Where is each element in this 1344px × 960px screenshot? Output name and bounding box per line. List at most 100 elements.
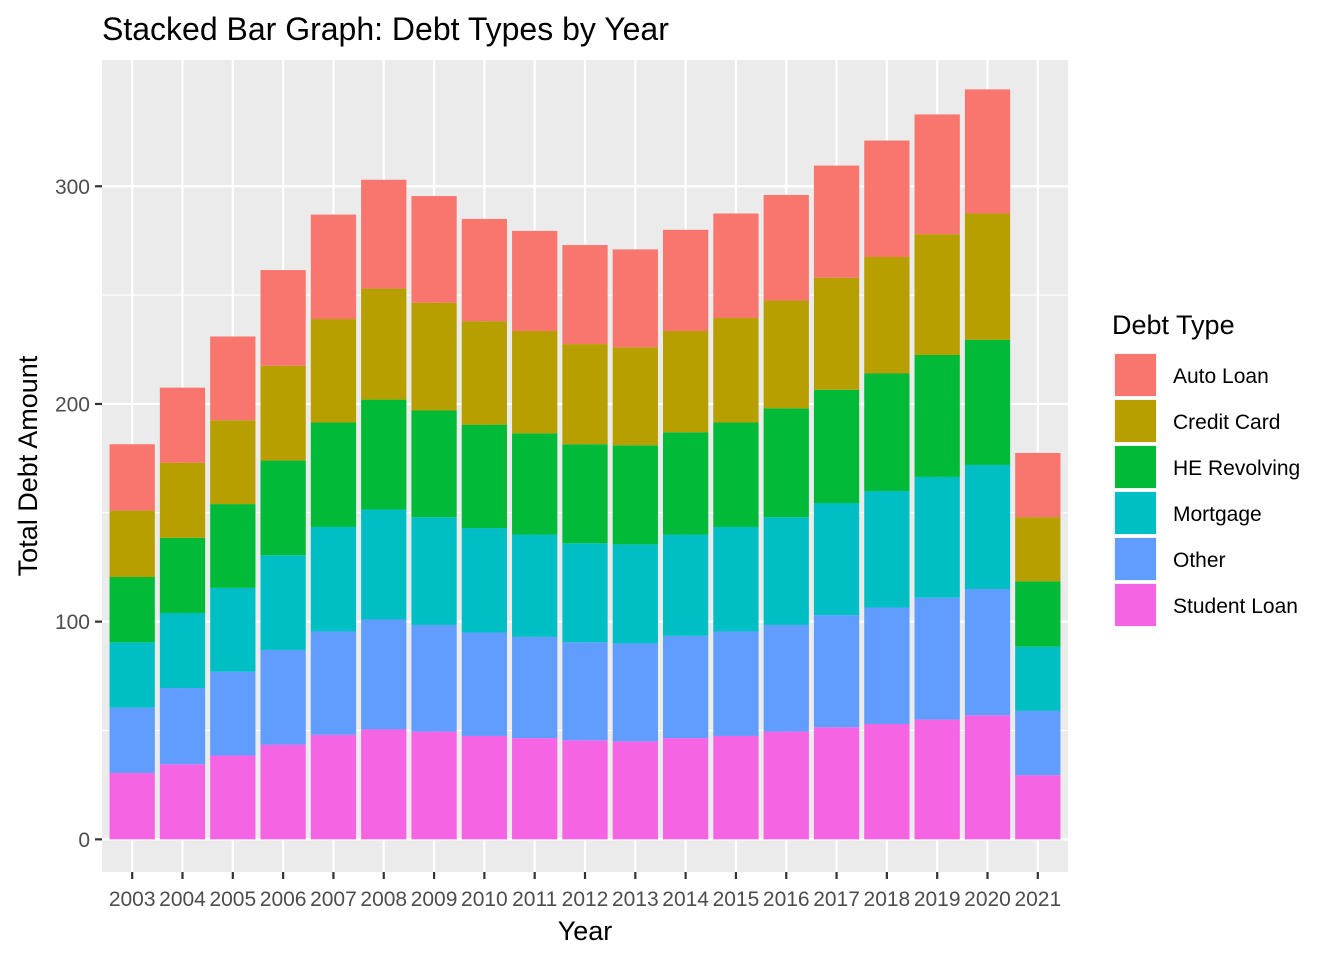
bar-mortgage-2015 — [713, 526, 759, 632]
bar-auto-loan-2021 — [1015, 452, 1061, 518]
legend-item-auto-loan: Auto Loan — [1113, 353, 1269, 397]
bar-credit-card-2010 — [461, 321, 508, 425]
bar-credit-card-2017 — [813, 277, 860, 390]
bar-student-loan-2021 — [1015, 775, 1061, 840]
bar-he-revolving-2017 — [813, 389, 860, 504]
x-tick-label-2013: 2013 — [612, 888, 659, 911]
bar-credit-card-2006 — [260, 365, 306, 461]
x-axis: 2003 2004 2005 2006 2007 2008 2009 2010 2011 2012… — [109, 872, 1061, 911]
y-axis-title: Total Debt Amount — [13, 355, 43, 576]
bar-mortgage-2021 — [1015, 646, 1061, 711]
bar-he-revolving-2009 — [411, 410, 457, 518]
bar-he-revolving-2003 — [109, 577, 155, 643]
bar-credit-card-2021 — [1015, 517, 1061, 582]
bar-mortgage-2003 — [109, 642, 155, 708]
legend-swatch-credit-card — [1115, 400, 1156, 442]
bar-mortgage-2016 — [763, 517, 809, 625]
x-tick-label-2007: 2007 — [310, 888, 357, 911]
bar-other-2011 — [512, 636, 558, 739]
bar-he-revolving-2012 — [562, 444, 608, 544]
bar-mortgage-2006 — [260, 555, 306, 650]
legend-title: Debt Type — [1112, 310, 1235, 340]
bar-other-2005 — [210, 671, 256, 756]
bar-other-2019 — [914, 597, 960, 720]
x-tick-label-2006: 2006 — [260, 888, 307, 911]
legend-swatch-mortgage — [1115, 492, 1156, 534]
bar-auto-loan-2012 — [562, 245, 608, 345]
legend-swatch-other — [1115, 538, 1156, 580]
bar-student-loan-2004 — [159, 764, 206, 840]
bar-he-revolving-2008 — [361, 399, 407, 510]
x-tick-label-2003: 2003 — [109, 888, 156, 911]
legend-item-other: Other — [1113, 537, 1226, 581]
bar-student-loan-2016 — [763, 731, 809, 840]
x-tick-label-2014: 2014 — [662, 888, 709, 911]
chart-title: Stacked Bar Graph: Debt Types by Year — [102, 11, 669, 47]
bar-student-loan-2014 — [662, 738, 709, 840]
bar-other-2012 — [562, 642, 608, 741]
x-tick-label-2012: 2012 — [562, 888, 609, 911]
x-tick-label-2020: 2020 — [964, 888, 1011, 911]
y-axis: 0 100 200 300 — [55, 176, 102, 852]
bar-mortgage-2020 — [964, 464, 1011, 589]
bar-mortgage-2012 — [562, 543, 608, 643]
bar-student-loan-2018 — [864, 723, 910, 840]
legend-label-credit-card: Credit Card — [1173, 411, 1280, 434]
bar-mortgage-2011 — [512, 534, 558, 637]
bar-he-revolving-2013 — [612, 445, 658, 545]
bar-student-loan-2015 — [713, 735, 759, 840]
bar-mortgage-2017 — [813, 503, 860, 616]
legend-item-student-loan: Student Loan — [1113, 583, 1298, 627]
bar-credit-card-2011 — [512, 331, 558, 434]
bar-student-loan-2007 — [310, 734, 357, 840]
bar-mortgage-2019 — [914, 476, 960, 598]
bar-mortgage-2009 — [411, 517, 457, 625]
bar-he-revolving-2010 — [461, 424, 508, 529]
bar-other-2018 — [864, 607, 910, 724]
bar-student-loan-2006 — [260, 744, 306, 840]
bar-he-revolving-2006 — [260, 460, 306, 556]
y-tick-label: 0 — [78, 829, 90, 852]
bar-student-loan-2005 — [210, 755, 256, 840]
legend-label-other: Other — [1173, 549, 1226, 572]
bar-credit-card-2014 — [662, 331, 709, 433]
bar-auto-loan-2014 — [662, 229, 709, 332]
bar-credit-card-2020 — [964, 213, 1011, 340]
bar-he-revolving-2015 — [713, 422, 759, 527]
bar-auto-loan-2004 — [159, 387, 206, 463]
bar-student-loan-2011 — [512, 738, 558, 840]
y-tick-label: 200 — [55, 393, 90, 416]
bar-auto-loan-2006 — [260, 270, 306, 366]
bar-auto-loan-2005 — [210, 336, 256, 421]
bar-other-2004 — [159, 688, 206, 765]
bar-credit-card-2013 — [612, 347, 658, 446]
bar-student-loan-2012 — [562, 740, 608, 840]
bar-student-loan-2010 — [461, 735, 508, 840]
bar-mortgage-2005 — [210, 587, 256, 672]
legend-swatch-he-revolving — [1115, 446, 1156, 488]
bar-other-2017 — [813, 615, 860, 728]
y-tick-label: 300 — [55, 176, 90, 199]
bar-he-revolving-2005 — [210, 504, 256, 588]
bar-student-loan-2003 — [109, 772, 155, 840]
bar-auto-loan-2009 — [411, 196, 457, 303]
legend-items: Auto Loan Credit Card HE Revolving Mortgage… — [1113, 353, 1300, 627]
bar-student-loan-2019 — [914, 719, 960, 840]
bar-auto-loan-2017 — [813, 165, 860, 278]
x-tick-label-2010: 2010 — [461, 888, 508, 911]
x-axis-title: Year — [558, 916, 613, 946]
x-tick-label-2008: 2008 — [360, 888, 407, 911]
bar-he-revolving-2011 — [512, 433, 558, 535]
bar-he-revolving-2016 — [763, 408, 809, 518]
bar-credit-card-2016 — [763, 300, 809, 409]
bar-credit-card-2007 — [310, 319, 357, 423]
bar-he-revolving-2021 — [1015, 581, 1061, 647]
legend-item-credit-card: Credit Card — [1113, 399, 1280, 443]
bar-he-revolving-2014 — [662, 432, 709, 535]
bar-other-2010 — [461, 632, 508, 736]
bar-mortgage-2018 — [864, 491, 910, 608]
legend-label-auto-loan: Auto Loan — [1173, 365, 1269, 388]
legend-swatch-student-loan — [1115, 584, 1156, 626]
bar-auto-loan-2016 — [763, 194, 809, 301]
legend-label-mortgage: Mortgage — [1173, 503, 1262, 526]
